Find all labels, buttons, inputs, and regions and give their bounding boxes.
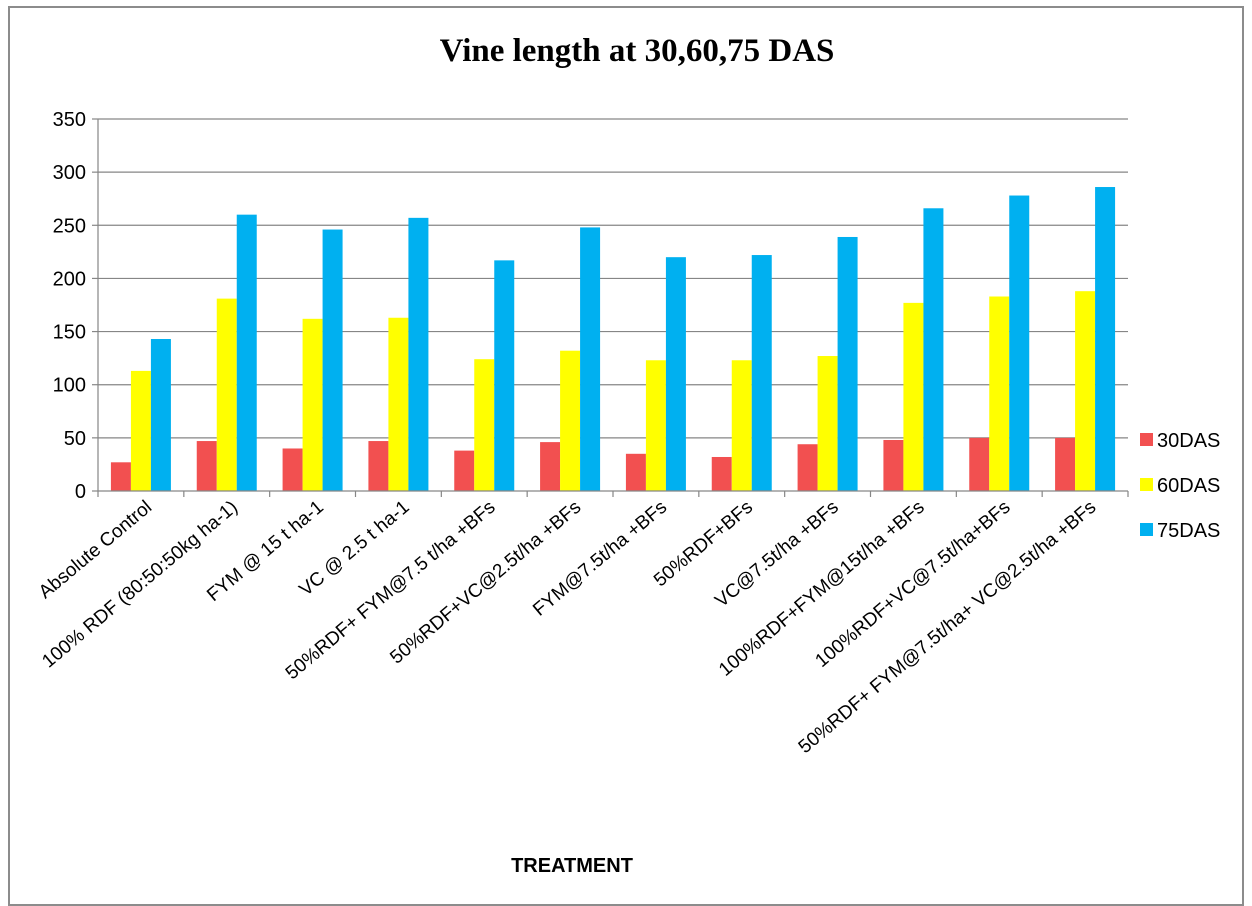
bar-30DAS-4 bbox=[454, 450, 475, 491]
legend-label-30DAS: 30DAS bbox=[1157, 430, 1220, 452]
bar-75DAS-0 bbox=[150, 339, 171, 491]
bar-30DAS-11 bbox=[1055, 437, 1076, 491]
y-axis-ticks: 0 50 100 150 200 250 300 350 bbox=[53, 109, 99, 503]
bar-60DAS-11 bbox=[1075, 291, 1096, 491]
x-axis bbox=[97, 490, 1129, 497]
y-tick-label: 350 bbox=[53, 109, 86, 131]
bar-75DAS-2 bbox=[322, 229, 343, 491]
grid-lines bbox=[98, 118, 1128, 439]
bar-30DAS-5 bbox=[540, 442, 561, 491]
bar-30DAS-8 bbox=[797, 444, 818, 491]
legend-label-75DAS: 75DAS bbox=[1157, 520, 1220, 542]
chart-title: Vine length at 30,60,75 DAS bbox=[440, 33, 835, 69]
y-tick-label: 150 bbox=[53, 322, 86, 344]
bar-75DAS-8 bbox=[837, 236, 858, 491]
bar-30DAS-7 bbox=[711, 456, 732, 491]
bar-75DAS-9 bbox=[923, 208, 944, 491]
bar-60DAS-4 bbox=[474, 359, 495, 491]
bar-75DAS-6 bbox=[665, 257, 686, 491]
bar-75DAS-5 bbox=[580, 227, 601, 491]
y-tick-label: 250 bbox=[53, 215, 86, 237]
bar-75DAS-3 bbox=[408, 217, 429, 492]
bar-60DAS-6 bbox=[645, 360, 666, 491]
y-tick-label: 200 bbox=[53, 268, 86, 290]
bar-60DAS-7 bbox=[731, 360, 752, 491]
y-tick-label: 300 bbox=[53, 162, 86, 184]
legend: 30DAS 60DAS 75DAS bbox=[1140, 430, 1220, 542]
bar-30DAS-3 bbox=[368, 441, 389, 491]
bar-75DAS-11 bbox=[1095, 187, 1116, 491]
bar-30DAS-2 bbox=[282, 448, 303, 491]
bar-60DAS-5 bbox=[560, 350, 581, 491]
bar-30DAS-9 bbox=[883, 439, 904, 491]
bar-60DAS-2 bbox=[302, 318, 323, 491]
bar-75DAS-1 bbox=[236, 214, 257, 491]
bar-60DAS-9 bbox=[903, 302, 924, 491]
legend-swatch-60DAS bbox=[1140, 478, 1153, 491]
legend-swatch-30DAS bbox=[1140, 433, 1153, 446]
bar-75DAS-10 bbox=[1009, 195, 1030, 492]
bar-75DAS-7 bbox=[751, 255, 772, 491]
y-tick-label: 0 bbox=[75, 481, 86, 503]
bar-30DAS-0 bbox=[110, 462, 131, 491]
bar-60DAS-10 bbox=[989, 296, 1010, 491]
bar-60DAS-0 bbox=[130, 370, 151, 491]
bar-30DAS-1 bbox=[196, 441, 217, 491]
bar-30DAS-6 bbox=[625, 453, 646, 491]
x-axis-title: TREATMENT bbox=[511, 855, 633, 877]
y-tick-label: 100 bbox=[53, 375, 86, 397]
bar-30DAS-10 bbox=[969, 437, 990, 491]
bar-60DAS-3 bbox=[388, 317, 409, 491]
y-tick-label: 50 bbox=[64, 428, 86, 450]
bar-60DAS-1 bbox=[216, 298, 237, 491]
legend-label-60DAS: 60DAS bbox=[1157, 475, 1220, 497]
bar-60DAS-8 bbox=[817, 356, 838, 491]
bar-75DAS-4 bbox=[494, 260, 515, 491]
category-label: 50%RDF+ FYM@7.5t/ha+ VC@2.5t/ha +BFs bbox=[795, 497, 1101, 758]
legend-swatch-75DAS bbox=[1140, 523, 1153, 536]
bars bbox=[110, 187, 1116, 492]
